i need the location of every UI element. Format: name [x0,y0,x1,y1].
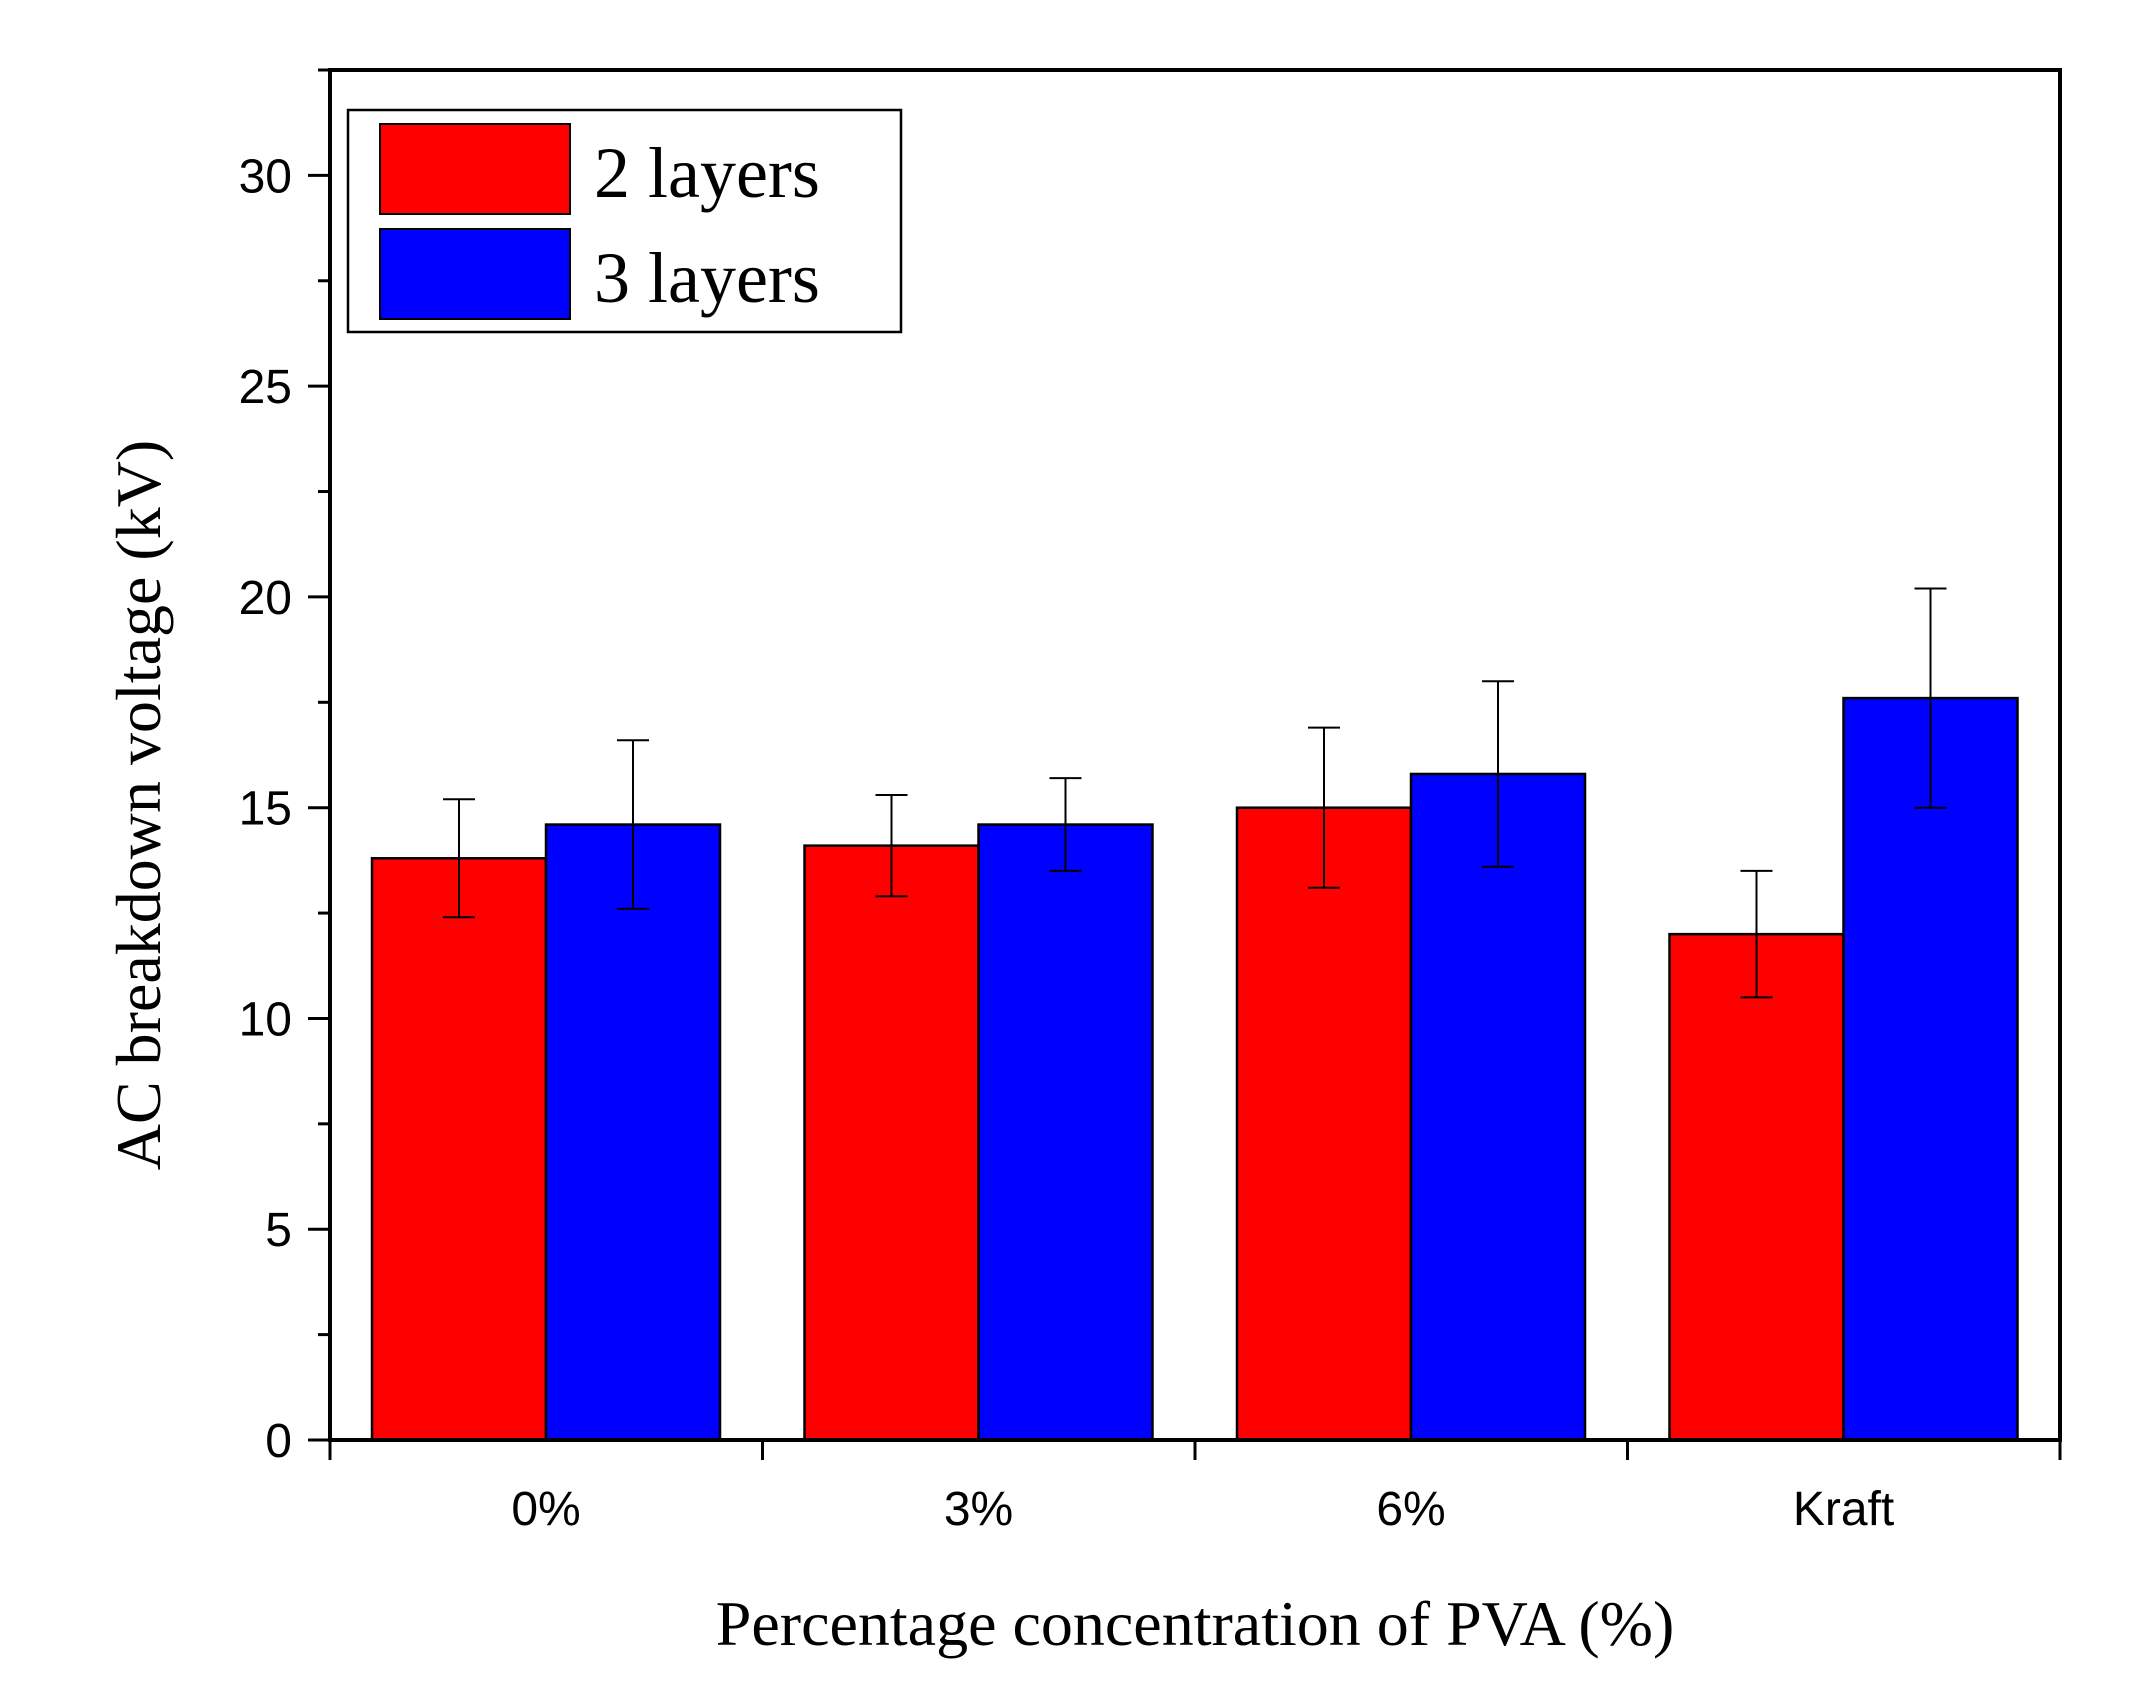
bar-3-layers-kraft [1842,696,2019,1442]
legend: 2 layers 3 layers [346,108,903,334]
error-bar-2-layers-kraft [1740,869,1773,999]
bar-2-layers-0 [370,857,548,1442]
x-tick-label-6: 6% [1376,1483,1445,1536]
y-tick-label: 25 [239,361,292,414]
y-tick-label: 10 [239,993,292,1046]
legend-swatch-3-layers [379,228,571,320]
error-bar-3-layers-kraft [1914,587,1947,809]
y-tick-label: 15 [239,783,292,836]
x-tick-label-kraft: Kraft [1793,1483,1894,1536]
axes-layer: 0 5 10 15 20 25 30 0% 3% 6% Kraft [239,68,2062,1536]
bar-2-layers-3 [803,844,980,1442]
error-bar-3-layers-0 [617,739,649,910]
error-bars-layer [443,587,1947,999]
y-tick-label: 5 [265,1204,292,1257]
y-tick-label: 0 [265,1415,292,1468]
y-tick-label: 20 [239,572,292,625]
bar-3-layers-3 [977,823,1154,1442]
x-tick-label-3: 3% [944,1483,1013,1536]
bar-3-layers-6 [1409,772,1587,1442]
bar-2-layers-6 [1235,806,1413,1442]
legend-label-3-layers: 3 layers [594,238,820,318]
error-bar-3-layers-3 [1049,777,1082,872]
bar-2-layers-kraft [1668,932,1845,1442]
y-axis-title: AC breakdown voltage (kV) [103,440,174,1170]
error-bar-2-layers-6 [1308,726,1340,889]
bars-layer [370,696,2019,1442]
error-bar-2-layers-3 [875,794,908,898]
y-tick-label: 30 [239,150,292,203]
x-tick-label-0: 0% [511,1483,580,1536]
legend-swatch-2-layers [379,123,571,215]
legend-label-2-layers: 2 layers [594,133,820,213]
bar-3-layers-0 [544,823,722,1442]
error-bar-3-layers-6 [1482,680,1514,868]
x-axis-title: Percentage concentration of PVA (%) [716,1588,1675,1659]
error-bar-2-layers-0 [443,798,475,919]
